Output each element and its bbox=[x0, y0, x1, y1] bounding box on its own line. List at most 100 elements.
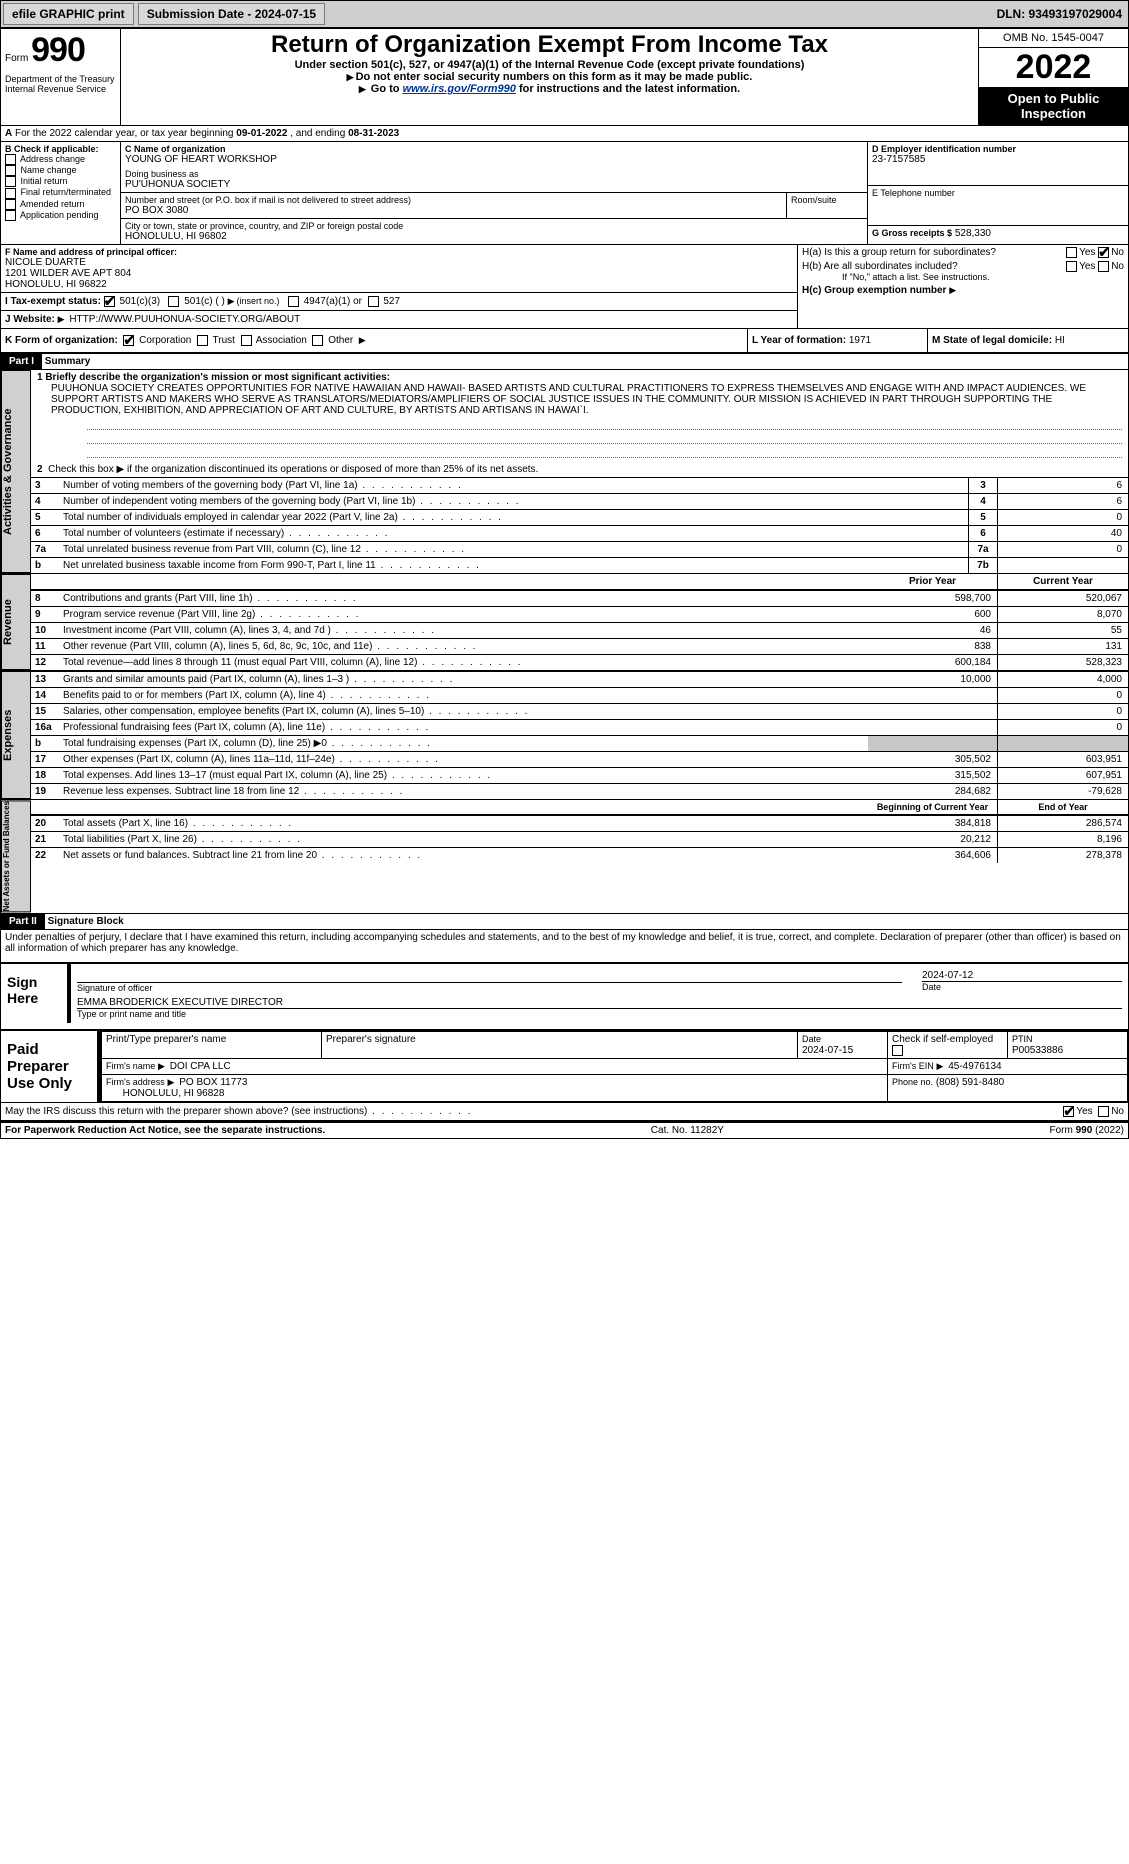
b-opt-check[interactable] bbox=[5, 154, 16, 165]
irs-link[interactable]: www.irs.gov/Form990 bbox=[403, 83, 516, 95]
box-h: H(a) Is this a group return for subordin… bbox=[798, 245, 1128, 328]
line-13: 13Grants and similar amounts paid (Part … bbox=[31, 671, 1128, 687]
ein: 23-7157585 bbox=[872, 154, 1124, 165]
officer-addr1: 1201 WILDER AVE APT 804 bbox=[5, 268, 793, 279]
check-527[interactable] bbox=[368, 296, 379, 307]
b-opt-check[interactable] bbox=[5, 210, 16, 221]
submission-date: Submission Date - 2024-07-15 bbox=[138, 3, 325, 25]
paid-preparer-label: Paid Preparer Use Only bbox=[1, 1031, 101, 1102]
open-inspection: Open to Public Inspection bbox=[979, 87, 1128, 125]
efile-label[interactable]: efile GRAPHIC print bbox=[3, 3, 134, 25]
officer-typed-name: EMMA BRODERICK EXECUTIVE DIRECTOR bbox=[77, 997, 1122, 1009]
check-501c3[interactable] bbox=[104, 296, 115, 307]
b-opt-check[interactable] bbox=[5, 165, 16, 176]
line-17: 17Other expenses (Part IX, column (A), l… bbox=[31, 751, 1128, 767]
ha-yes[interactable] bbox=[1066, 247, 1077, 258]
side-governance: Activities & Governance bbox=[1, 370, 31, 573]
tax-year-end: 08-31-2023 bbox=[348, 128, 399, 139]
website-url: HTTP://WWW.PUUHONUA-SOCIETY.ORG/ABOUT bbox=[69, 314, 300, 325]
bcde-block: B Check if applicable: Address change Na… bbox=[1, 142, 1128, 245]
line-15: 15Salaries, other compensation, employee… bbox=[31, 703, 1128, 719]
side-expenses: Expenses bbox=[1, 671, 31, 799]
penalty-text: Under penalties of perjury, I declare th… bbox=[1, 930, 1128, 956]
line-a: A For the 2022 calendar year, or tax yea… bbox=[1, 126, 1128, 142]
firm-city: HONOLULU, HI 96828 bbox=[123, 1088, 225, 1099]
line-14: 14Benefits paid to or for members (Part … bbox=[31, 687, 1128, 703]
paid-preparer-block: Paid Preparer Use Only Print/Type prepar… bbox=[1, 1029, 1128, 1102]
irs-label: Internal Revenue Service bbox=[5, 84, 116, 94]
line-m: M State of legal domicile: HI bbox=[928, 329, 1128, 352]
line-3: 3Number of voting members of the governi… bbox=[31, 477, 1128, 493]
hb-no[interactable] bbox=[1098, 261, 1109, 272]
col-headers-rev: Prior Year Current Year bbox=[31, 574, 1128, 590]
line-21: 21Total liabilities (Part X, line 26)20,… bbox=[31, 831, 1128, 847]
side-revenue: Revenue bbox=[1, 574, 31, 670]
sig-date: 2024-07-12 bbox=[922, 968, 1122, 981]
ha-no[interactable] bbox=[1098, 247, 1109, 258]
self-employed-check[interactable] bbox=[892, 1045, 903, 1056]
col-headers-net: Beginning of Current Year End of Year bbox=[31, 800, 1128, 815]
form-subtitle: Under section 501(c), 527, or 4947(a)(1)… bbox=[125, 59, 974, 71]
line-18: 18Total expenses. Add lines 13–17 (must … bbox=[31, 767, 1128, 783]
h-c-label: H(c) Group exemption number bbox=[802, 285, 946, 296]
may-irs-no[interactable] bbox=[1098, 1106, 1109, 1117]
b-opt-check[interactable] bbox=[5, 176, 16, 187]
k-opt-other[interactable] bbox=[312, 335, 323, 346]
firm-addr: PO BOX 11773 bbox=[179, 1077, 247, 1088]
part1-header: Part I bbox=[1, 354, 42, 369]
sign-here-block: Sign Here Signature of officer 2024-07-1… bbox=[1, 962, 1128, 1023]
check-4947[interactable] bbox=[288, 296, 299, 307]
tax-year: 2022 bbox=[979, 48, 1128, 87]
dln: DLN: 93493197029004 bbox=[997, 7, 1122, 21]
line-7a: 7aTotal unrelated business revenue from … bbox=[31, 541, 1128, 557]
box-b: B Check if applicable: Address change Na… bbox=[1, 142, 121, 244]
firm-name: DOI CPA LLC bbox=[170, 1061, 231, 1072]
city-zip: HONOLULU, HI 96802 bbox=[125, 231, 863, 242]
line-7b: bNet unrelated business taxable income f… bbox=[31, 557, 1128, 573]
line-l: L Year of formation: 1971 bbox=[748, 329, 928, 352]
box-f: F Name and address of principal officer:… bbox=[1, 245, 797, 293]
k-opt-corporation[interactable] bbox=[123, 335, 134, 346]
side-net: Net Assets or Fund Balances bbox=[1, 800, 31, 912]
note-ssn: Do not enter social security numbers on … bbox=[356, 71, 753, 83]
line-5: 5Total number of individuals employed in… bbox=[31, 509, 1128, 525]
may-irs-row: May the IRS discuss this return with the… bbox=[1, 1102, 1128, 1122]
line-22: 22Net assets or fund balances. Subtract … bbox=[31, 847, 1128, 863]
state-domicile: HI bbox=[1055, 335, 1065, 346]
line-10: 10Investment income (Part VIII, column (… bbox=[31, 622, 1128, 638]
year-formation: 1971 bbox=[849, 335, 871, 346]
street: PO BOX 3080 bbox=[125, 205, 782, 216]
sig-officer-label: Signature of officer bbox=[77, 983, 902, 993]
line-20: 20Total assets (Part X, line 16)384,8182… bbox=[31, 815, 1128, 831]
dba-name: PU'UHONUA SOCIETY bbox=[125, 179, 863, 190]
form-header: Form 990 Department of the Treasury Inte… bbox=[1, 29, 1128, 126]
h-b-label: H(b) Are all subordinates included? bbox=[802, 261, 1066, 272]
form-title: Return of Organization Exempt From Incom… bbox=[125, 31, 974, 59]
mission-text: PUUHONUA SOCIETY CREATES OPPORTUNITIES F… bbox=[51, 383, 1122, 416]
form-word: Form bbox=[5, 53, 28, 64]
part-2: Part II Signature Block Under penalties … bbox=[1, 914, 1128, 1122]
part-1: Part I Summary Activities & Governance 1… bbox=[1, 354, 1128, 913]
fhij-block: F Name and address of principal officer:… bbox=[1, 245, 1128, 329]
note-link-row: Go to www.irs.gov/Form990 for instructio… bbox=[125, 83, 974, 95]
may-irs-yes[interactable] bbox=[1063, 1106, 1074, 1117]
b-opt-check[interactable] bbox=[5, 199, 16, 210]
part2-header: Part II bbox=[1, 914, 45, 929]
line-11: 11Other revenue (Part VIII, column (A), … bbox=[31, 638, 1128, 654]
form-footer-right: Form 990 (2022) bbox=[1050, 1125, 1124, 1136]
omb-number: OMB No. 1545-0047 bbox=[979, 29, 1128, 48]
b-opt-check[interactable] bbox=[5, 188, 16, 199]
org-name: YOUNG OF HEART WORKSHOP bbox=[125, 154, 863, 165]
check-501c[interactable] bbox=[168, 296, 179, 307]
line-6: 6Total number of volunteers (estimate if… bbox=[31, 525, 1128, 541]
hb-yes[interactable] bbox=[1066, 261, 1077, 272]
sign-here-label: Sign Here bbox=[1, 964, 71, 1023]
k-opt-association[interactable] bbox=[241, 335, 252, 346]
form-number: 990 bbox=[31, 31, 85, 69]
klm-row: K Form of organization: Corporation Trus… bbox=[1, 329, 1128, 354]
line1-label: 1 Briefly describe the organization's mi… bbox=[37, 372, 1122, 383]
line-16a: 16aProfessional fundraising fees (Part I… bbox=[31, 719, 1128, 735]
k-opt-trust[interactable] bbox=[197, 335, 208, 346]
dept-label: Department of the Treasury bbox=[5, 74, 116, 84]
line-8: 8Contributions and grants (Part VIII, li… bbox=[31, 590, 1128, 606]
